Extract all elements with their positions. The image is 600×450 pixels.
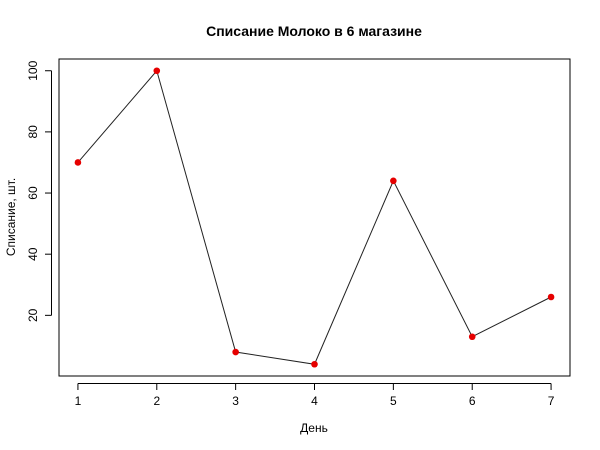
y-tick-label: 80 bbox=[26, 125, 40, 139]
data-point bbox=[74, 159, 82, 166]
y-tick-label: 20 bbox=[26, 308, 40, 322]
data-point bbox=[547, 293, 555, 301]
x-tick-label: 7 bbox=[548, 394, 555, 408]
y-tick-label: 60 bbox=[26, 186, 40, 200]
data-points-group bbox=[74, 67, 555, 368]
x-axis: 1 2 3 4 5 6 7 bbox=[75, 383, 555, 408]
x-axis-label: День bbox=[300, 421, 328, 435]
y-tick-label: 40 bbox=[26, 247, 40, 261]
x-tick-label: 4 bbox=[311, 394, 318, 408]
data-point bbox=[232, 348, 239, 356]
x-tick-label: 1 bbox=[75, 394, 82, 408]
data-point bbox=[153, 67, 161, 75]
x-tick-label: 5 bbox=[390, 394, 397, 408]
y-tick-label: 100 bbox=[26, 60, 40, 80]
data-point bbox=[468, 333, 476, 341]
plot-area bbox=[58, 58, 571, 377]
x-tick-label: 2 bbox=[153, 394, 160, 408]
y-axis-label: Списание, шт. bbox=[4, 178, 18, 256]
data-point bbox=[390, 177, 397, 185]
series-line-group bbox=[77, 69, 552, 365]
data-point bbox=[311, 360, 318, 368]
x-tick-label: 6 bbox=[469, 394, 476, 408]
series-line bbox=[77, 69, 552, 365]
y-axis: 20 40 60 80 100 bbox=[26, 60, 52, 322]
chart-title: Списание Молоко в 6 магазине bbox=[206, 23, 422, 39]
x-tick-label: 3 bbox=[232, 394, 239, 408]
